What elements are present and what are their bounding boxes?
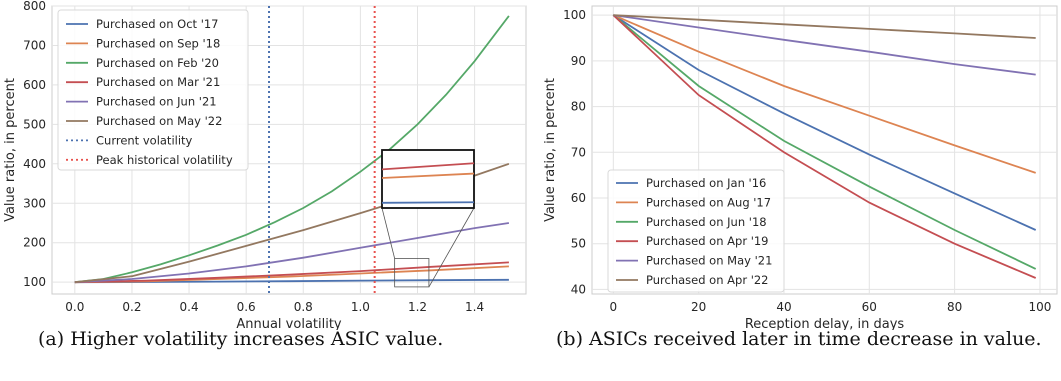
a-series-line-purchased-on-feb-20 [74, 15, 510, 284]
a-y-tick-label: 300 [23, 196, 46, 210]
b-series-line-purchased-on-aug-17 [612, 14, 1036, 174]
b-y-tick-label: 100 [563, 8, 586, 22]
a-x-axis-label: Annual volatility [236, 317, 342, 330]
a-legend-label: Peak historical volatility [96, 153, 233, 167]
a-legend [57, 9, 249, 171]
b-y-tick-label: 70 [571, 145, 586, 159]
a-legend-label: Purchased on Mar '21 [96, 75, 220, 89]
a-inset-line-purchased-on-oct-17 [382, 201, 474, 204]
b-x-tick-label: 40 [776, 300, 791, 314]
a-x-tick-label: 0.8 [294, 300, 313, 314]
a-inset-lines [382, 162, 474, 204]
a-x-tick-label: 0.4 [180, 300, 199, 314]
a-legend-label: Purchased on Jun '21 [96, 95, 217, 109]
b-x-tick-label: 100 [1028, 300, 1051, 314]
a-series-line-purchased-on-mar-21 [74, 261, 509, 284]
a-y-tick-label: 400 [23, 157, 46, 171]
a-y-tick-label: 100 [23, 275, 46, 289]
a-zoom-source-rect [394, 258, 430, 288]
a-inset-line-purchased-on-mar-21 [382, 162, 474, 171]
a-legend-label: Purchased on Oct '17 [96, 17, 219, 31]
a-series-line-purchased-on-jun-21 [74, 222, 510, 284]
a-legend-label: Purchased on Sep '18 [96, 36, 220, 50]
a-y-tick-label: 200 [23, 236, 46, 250]
a-y-tick-label: 800 [23, 0, 46, 13]
b-legend-label: Purchased on Aug '17 [646, 195, 771, 209]
a-x-tick-label: 1.0 [351, 300, 370, 314]
b-legend-label: Purchased on Apr '19 [646, 234, 769, 248]
b-y-tick-label: 60 [571, 191, 586, 205]
b-x-tick-label: 20 [691, 300, 706, 314]
a-x-tick-label: 0.2 [122, 300, 141, 314]
b-series-line-purchased-on-apr-19 [612, 14, 1037, 279]
a-inset-line-purchased-on-sep-18 [382, 172, 474, 179]
a-zoom-connector [381, 207, 396, 259]
b-series-line-purchased-on-jun-18 [612, 14, 1037, 270]
b-y-tick-label: 40 [571, 282, 586, 296]
a-legend-label: Purchased on Feb '20 [96, 56, 219, 70]
b-series-line-purchased-on-jan-16 [612, 14, 1037, 231]
a-x-tick-label: 0.0 [65, 300, 84, 314]
b-series-line-purchased-on-may-21 [613, 14, 1036, 76]
chart-volatility: 0.0 0.2 0.4 0.6 0.8 1.0 1.2 1.4 100 200 300 400 500 6… [3, 0, 527, 330]
a-x-tick-label: 1.4 [465, 300, 484, 314]
b-legend-label: Purchased on Jun '18 [646, 215, 767, 229]
b-x-axis-label: Reception delay, in days [745, 317, 905, 330]
a-y-axis-label: Value ratio, in percent [3, 78, 18, 222]
b-legend-label: Purchased on Jan '16 [646, 176, 766, 190]
a-legend-label: Purchased on May '22 [96, 114, 222, 128]
a-legend-label: Current volatility [96, 133, 193, 147]
a-y-tick-label: 500 [23, 117, 46, 131]
caption-a: (a) Higher volatility increases ASIC val… [38, 328, 444, 350]
b-legend-label: Purchased on May '21 [646, 254, 772, 268]
b-x-tick-label: 0 [610, 300, 618, 314]
a-y-tick-label: 600 [23, 78, 46, 92]
b-legend-label: Purchased on Apr '22 [646, 273, 769, 287]
chart-reception-delay: 0 20 40 60 80 100 40 50 60 70 80 90 100 Reception del… [543, 5, 1058, 330]
a-x-tick-label: 0.6 [237, 300, 256, 314]
a-x-tick-label: 1.2 [408, 300, 427, 314]
b-y-tick-label: 80 [571, 100, 586, 114]
b-y-tick-label: 50 [571, 237, 586, 251]
a-inset-frame [381, 149, 475, 209]
b-y-tick-label: 90 [571, 54, 586, 68]
b-y-axis-label: Value ratio, in percent [543, 78, 558, 222]
b-legend [607, 169, 785, 293]
b-x-tick-label: 80 [947, 300, 962, 314]
a-y-tick-label: 700 [23, 38, 46, 52]
b-series-line-purchased-on-apr-22 [613, 14, 1036, 39]
a-zoom-connector [428, 207, 475, 288]
b-x-tick-label: 60 [862, 300, 877, 314]
caption-b: (b) ASICs received later in time decreas… [556, 328, 1042, 350]
